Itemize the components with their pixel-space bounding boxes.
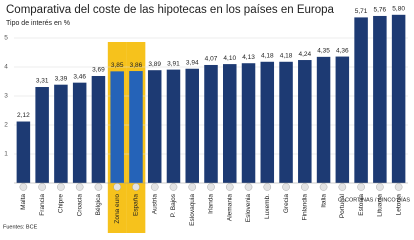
y-tick-label: 2 xyxy=(4,122,8,129)
x-tick-label: Lituania xyxy=(377,194,384,217)
x-tick-label: P. Bajos xyxy=(170,193,177,217)
y-tick-label: 3 xyxy=(4,93,8,100)
flag-icon xyxy=(319,183,328,191)
value-label: 2,12 xyxy=(17,112,30,119)
flag-icon xyxy=(394,183,403,191)
x-tick-label: Francia xyxy=(39,194,46,216)
value-label: 4,18 xyxy=(261,52,274,59)
value-label: 3,69 xyxy=(92,67,105,74)
bar xyxy=(185,68,199,183)
bar xyxy=(260,61,275,183)
value-label: 5,76 xyxy=(374,7,387,14)
flag-icon xyxy=(75,183,84,191)
x-tick-label: Malta xyxy=(20,194,27,210)
value-label: 3,85 xyxy=(111,62,124,69)
x-tick-label: Chipre xyxy=(58,194,65,214)
x-tick-label: Alemania xyxy=(226,194,233,221)
value-label: 3,89 xyxy=(148,61,161,68)
bar xyxy=(166,69,181,183)
flag-icon xyxy=(150,183,159,191)
value-label: 4,07 xyxy=(205,56,218,63)
flag-icon xyxy=(113,183,121,191)
flag-icon xyxy=(357,183,365,191)
bar xyxy=(391,14,406,183)
bar xyxy=(298,60,312,183)
chart: Comparativa del coste de las hipotecas e… xyxy=(3,4,410,233)
flag-icon xyxy=(132,183,140,191)
flag-icon xyxy=(94,183,103,191)
x-tick-label: Eslovenia xyxy=(245,194,252,223)
bar xyxy=(316,56,331,183)
value-label: 3,86 xyxy=(130,62,143,69)
x-tick-label: Estonia xyxy=(358,194,365,216)
x-tick-label: Austria xyxy=(151,194,158,215)
value-label: 3,94 xyxy=(186,59,199,66)
bar xyxy=(241,63,256,184)
x-tick-label: Italia xyxy=(320,194,327,208)
bar xyxy=(223,64,237,183)
bar xyxy=(110,71,124,183)
value-label: 4,36 xyxy=(336,47,349,54)
bar xyxy=(279,61,293,183)
bar xyxy=(354,17,368,183)
value-label: 3,31 xyxy=(36,78,49,85)
value-label: 3,46 xyxy=(73,73,86,80)
source: Fuentes: BCE xyxy=(3,224,38,230)
x-tick-label: Portugal xyxy=(339,193,346,218)
x-tick-label: Grecia xyxy=(283,194,290,214)
value-label: 4,35 xyxy=(317,48,330,55)
x-tick-label: Zona euro xyxy=(114,194,121,224)
value-label: 4,24 xyxy=(298,51,311,58)
y-tick-label: 4 xyxy=(4,64,8,71)
flag-icon xyxy=(244,183,253,191)
flag-icon xyxy=(169,183,178,191)
bar xyxy=(91,75,106,183)
x-tick-label: Croacia xyxy=(76,194,83,217)
flag-icon xyxy=(57,183,65,191)
credit: C. CORTINAS / CINCO DÍAS xyxy=(338,196,410,203)
x-tick-label: Irlanda xyxy=(208,194,215,214)
flag-icon xyxy=(263,183,272,191)
bar xyxy=(373,15,387,183)
flag-icon xyxy=(19,183,28,191)
x-tick-label: Eslovaquia xyxy=(189,194,196,226)
value-label: 4,13 xyxy=(242,54,255,61)
flag-icon xyxy=(282,183,290,191)
flag-icon xyxy=(38,183,46,191)
bar xyxy=(129,71,143,183)
bar xyxy=(35,87,49,183)
flag-icon xyxy=(225,183,234,191)
bar xyxy=(335,56,350,184)
y-tick-label: 1 xyxy=(4,151,8,158)
x-tick-label: Luxemb. xyxy=(264,194,271,219)
flag-icon xyxy=(207,183,215,191)
x-tick-label: España xyxy=(133,194,140,216)
bar xyxy=(72,82,87,183)
value-label: 5,80 xyxy=(392,6,405,13)
flag-icon xyxy=(338,183,347,191)
bar xyxy=(147,70,162,183)
bar xyxy=(204,64,218,183)
value-label: 4,18 xyxy=(280,52,293,59)
chart-title: Comparativa del coste de las hipotecas e… xyxy=(6,4,335,16)
value-label: 3,39 xyxy=(55,75,68,82)
flag-icon xyxy=(376,183,384,191)
y-tick-label: 5 xyxy=(4,35,8,42)
x-tick-label: Finlandia xyxy=(302,194,309,221)
value-label: 3,91 xyxy=(167,60,180,67)
bar xyxy=(16,121,31,183)
value-label: 4,10 xyxy=(223,55,236,62)
flag-icon xyxy=(188,183,197,191)
flag-icon xyxy=(301,183,309,191)
bar xyxy=(54,84,68,183)
x-tick-label: Letonia xyxy=(395,194,402,216)
chart-subtitle: Tipo de interés en % xyxy=(6,20,70,27)
x-tick-label: Bélgica xyxy=(95,194,102,216)
value-label: 5,71 xyxy=(355,8,368,15)
